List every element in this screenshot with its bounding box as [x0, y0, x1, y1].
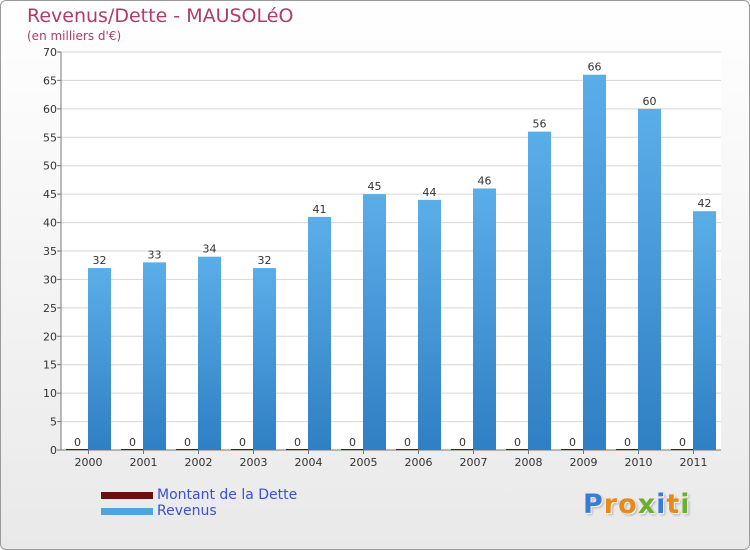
dette-data-label: 0 [459, 436, 466, 449]
x-tick-label: 2007 [460, 456, 488, 469]
legend-label-revenus: Revenus [157, 503, 217, 519]
dette-bar [396, 449, 419, 450]
dette-data-label: 0 [679, 436, 686, 449]
dette-data-label: 0 [294, 436, 301, 449]
dette-data-label: 0 [184, 436, 191, 449]
chart-title: Revenus/Dette - MAUSOLéO [27, 5, 294, 27]
y-tick-label: 15 [43, 359, 57, 372]
y-tick-label: 35 [43, 245, 57, 258]
revenus-data-label: 44 [423, 186, 437, 199]
logo-letter: i [680, 489, 691, 520]
logo-letter: o [618, 489, 638, 520]
x-tick-label: 2001 [130, 456, 158, 469]
revenus-bar [473, 188, 496, 450]
logo-letter: x [637, 489, 657, 520]
dette-bar [561, 449, 584, 450]
revenus-bar [363, 194, 386, 450]
dette-data-label: 0 [349, 436, 356, 449]
y-tick-label: 60 [43, 103, 57, 116]
revenus-bar [198, 256, 221, 450]
dette-bar [341, 449, 364, 450]
dette-bar [66, 449, 89, 450]
dette-bar [286, 449, 309, 450]
dette-bar [231, 449, 254, 450]
x-tick-label: 2008 [515, 456, 543, 469]
dette-bar [671, 449, 694, 450]
logo-letter: t [666, 489, 681, 520]
revenus-bar [308, 216, 331, 450]
x-tick-label: 2003 [240, 456, 268, 469]
revenus-bar [88, 268, 111, 450]
y-tick-label: 5 [50, 416, 57, 429]
dette-data-label: 0 [404, 436, 411, 449]
dette-bar [616, 449, 639, 450]
logo-letter: r [603, 489, 619, 520]
revenus-bar [638, 108, 661, 450]
y-tick-label: 70 [43, 46, 57, 59]
y-tick-label: 50 [43, 160, 57, 173]
dette-bar [176, 449, 199, 450]
logo-letter: i [656, 489, 667, 520]
revenus-bar [418, 199, 441, 450]
revenus-data-label: 46 [478, 174, 492, 187]
revenus-data-label: 66 [588, 61, 602, 74]
dette-data-label: 0 [569, 436, 576, 449]
legend-label-dette: Montant de la Dette [157, 487, 298, 503]
y-tick-label: 25 [43, 302, 57, 315]
dette-bar [451, 449, 474, 450]
revenus-data-label: 34 [203, 243, 217, 256]
revenus-bar [693, 211, 716, 450]
y-tick-label: 55 [43, 131, 57, 144]
dette-data-label: 0 [624, 436, 631, 449]
dette-data-label: 0 [129, 436, 136, 449]
logo-letter: P [583, 489, 604, 520]
revenus-data-label: 32 [93, 254, 107, 267]
y-tick-label: 40 [43, 217, 57, 230]
x-tick-label: 2004 [295, 456, 323, 469]
y-tick-label: 10 [43, 387, 57, 400]
legend-swatch-dette [101, 492, 153, 499]
revenus-bar [528, 131, 551, 450]
revenus-data-label: 41 [313, 203, 327, 216]
dette-data-label: 0 [514, 436, 521, 449]
dette-data-label: 0 [74, 436, 81, 449]
x-tick-label: 2011 [680, 456, 708, 469]
revenus-data-label: 56 [533, 118, 547, 131]
revenus-data-label: 42 [698, 197, 712, 210]
dette-bar [121, 449, 144, 450]
revenus-data-label: 33 [148, 248, 162, 261]
x-tick-label: 2009 [570, 456, 598, 469]
x-tick-label: 2000 [75, 456, 103, 469]
revenus-bar [253, 268, 276, 450]
y-tick-label: 0 [50, 444, 57, 457]
revenus-bar [143, 262, 166, 450]
dette-data-label: 0 [239, 436, 246, 449]
revenus-bar [583, 74, 606, 450]
y-tick-label: 65 [43, 74, 57, 87]
x-tick-label: 2005 [350, 456, 378, 469]
y-tick-label: 30 [43, 273, 57, 286]
x-tick-label: 2010 [625, 456, 653, 469]
y-tick-label: 45 [43, 188, 57, 201]
y-tick-label: 20 [43, 330, 57, 343]
revenus-data-label: 45 [368, 180, 382, 193]
chart-subtitle: (en milliers d'€) [27, 29, 122, 43]
x-tick-label: 2006 [405, 456, 433, 469]
revenus-data-label: 32 [258, 254, 272, 267]
x-tick-label: 2002 [185, 456, 213, 469]
revenus-data-label: 60 [643, 95, 657, 108]
dette-bar [506, 449, 529, 450]
legend-swatch-revenus [101, 508, 153, 515]
proxiti-logo: Proxiti [583, 489, 691, 520]
